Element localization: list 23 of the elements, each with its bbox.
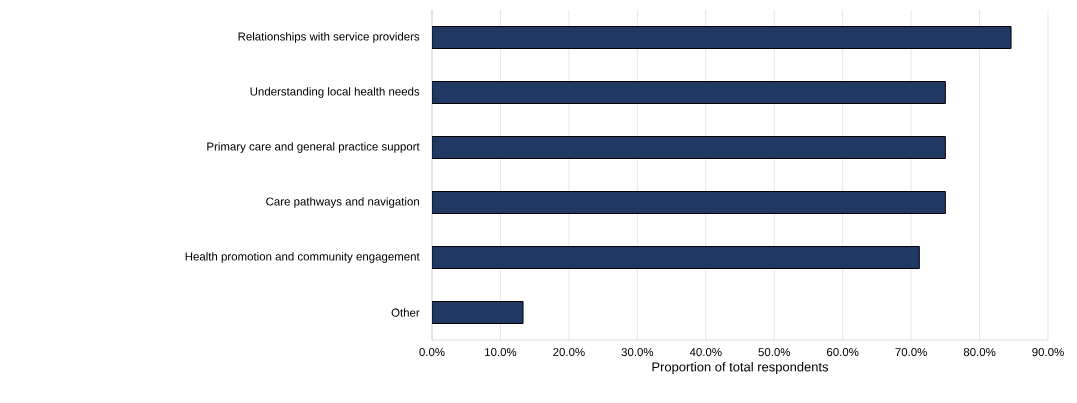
x-tick-label: 40.0% bbox=[689, 348, 722, 357]
x-tick-label: 20.0% bbox=[553, 348, 585, 357]
y-tick-label: Other bbox=[391, 308, 420, 317]
bar bbox=[432, 246, 920, 269]
x-tick-label: 60.0% bbox=[827, 348, 859, 357]
y-tick-label: Health promotion and community engagement bbox=[185, 252, 420, 263]
y-tick-label: Primary care and general practice support bbox=[207, 142, 420, 153]
x-tick-label: 70.0% bbox=[895, 348, 927, 357]
x-tick-label: 90.0% bbox=[1032, 348, 1064, 357]
x-tick-label: 0.0% bbox=[419, 348, 445, 357]
x-tick-label: 80.0% bbox=[963, 348, 996, 357]
bar bbox=[432, 81, 946, 105]
bar bbox=[432, 136, 946, 160]
x-tick-label: 50.0% bbox=[758, 348, 791, 357]
bar bbox=[432, 26, 1012, 50]
bar bbox=[432, 301, 524, 324]
y-tick-label: Relationships with service providers bbox=[238, 32, 420, 43]
bar bbox=[432, 191, 946, 215]
x-axis-title: Proportion of total respondents bbox=[652, 361, 829, 375]
y-tick-label: Understanding local health needs bbox=[250, 87, 420, 98]
y-tick-label: Care pathways and navigation bbox=[266, 197, 419, 208]
x-tick-label: 10.0% bbox=[485, 348, 517, 357]
x-tick-label: 30.0% bbox=[621, 348, 654, 357]
